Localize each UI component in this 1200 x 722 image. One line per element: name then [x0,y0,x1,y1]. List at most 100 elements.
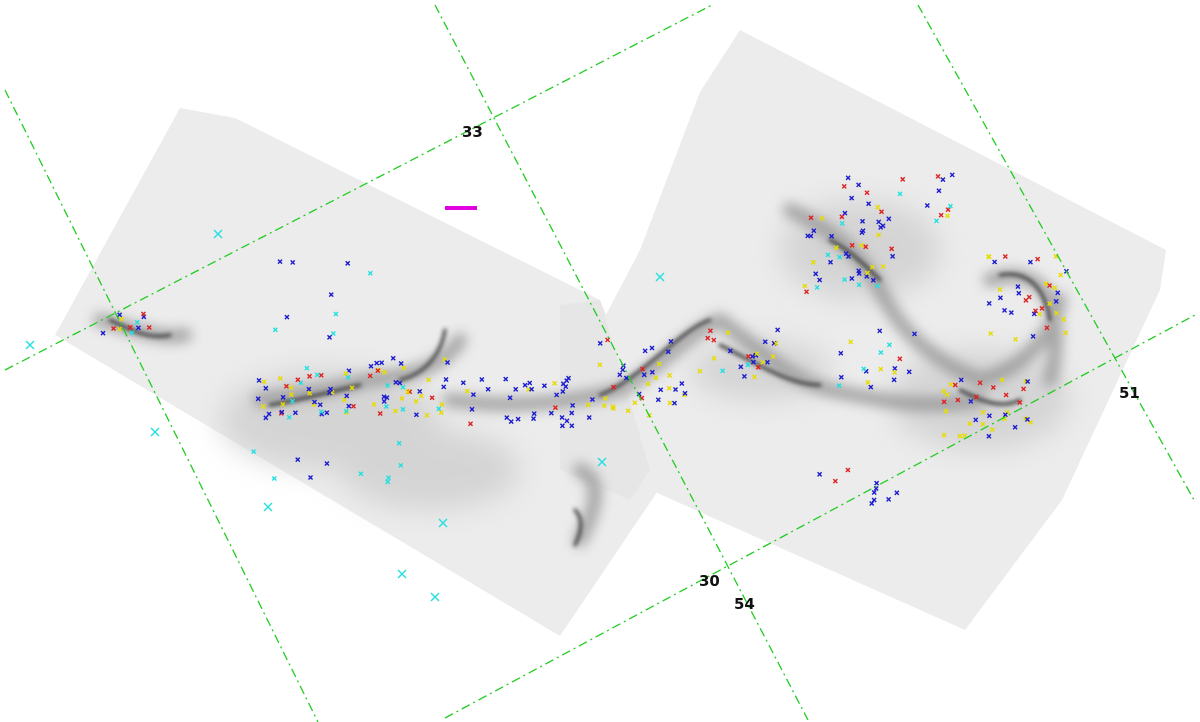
source-marker [986,413,992,419]
source-marker [358,471,364,477]
source-marker [307,373,313,379]
source-marker [1053,298,1059,304]
source-marker [393,379,399,385]
source-marker [288,392,294,398]
source-marker [817,471,823,477]
source-marker [429,395,435,401]
source-marker [327,334,333,340]
source-marker [935,173,941,179]
source-marker [350,403,356,409]
source-marker [625,408,631,414]
source-marker [948,382,954,388]
source-marker [345,260,351,266]
source-marker [641,372,647,378]
image-tile [598,30,1166,630]
source-marker [720,368,726,374]
source-marker [886,216,892,222]
source-marker [507,395,513,401]
source-marker [140,311,146,317]
source-marker [764,359,770,365]
coordinate-label: 51 [1119,384,1140,402]
source-marker [255,396,261,402]
source-marker [945,207,951,213]
source-marker [569,423,575,429]
source-marker [398,361,404,367]
source-marker [745,353,751,359]
source-marker [754,351,760,357]
source-marker [563,384,569,390]
source-marker [343,408,349,414]
source-marker [989,427,995,433]
source-marker [529,386,535,392]
source-marker [438,518,448,528]
source-marker [838,350,844,356]
source-marker [749,353,755,359]
source-marker [1055,290,1061,296]
source-marker [1002,254,1008,260]
source-marker [392,408,398,414]
source-marker [286,414,292,420]
source-marker [569,410,575,416]
source-marker [441,384,447,390]
source-marker [266,411,272,417]
source-marker [997,287,1003,293]
source-marker [838,374,844,380]
source-marker [868,384,874,390]
source-marker [382,369,388,375]
source-marker [656,361,662,367]
source-marker [649,369,655,375]
source-marker [980,421,986,427]
source-marker [655,272,665,282]
source-marker [968,398,974,404]
source-marker [263,415,269,421]
source-marker [405,389,411,395]
source-marker [836,383,842,389]
source-marker [990,385,996,391]
source-marker [330,331,336,337]
source-marker [515,416,521,422]
source-marker [289,398,295,404]
source-marker [873,486,879,492]
source-marker [632,400,638,406]
source-marker [875,204,881,210]
source-marker [1052,285,1058,291]
source-marker [396,440,402,446]
source-marker [871,497,877,503]
source-marker [146,325,152,331]
source-marker [808,215,814,221]
source-marker [424,412,430,418]
grid-line [434,4,809,721]
source-marker [924,203,930,209]
source-marker [997,295,1003,301]
source-marker [870,277,876,283]
source-marker [869,501,875,507]
source-marker [256,377,262,383]
source-marker [1003,392,1009,398]
source-marker [955,397,961,403]
source-marker [384,395,390,401]
source-marker [374,360,380,366]
source-marker [271,476,277,482]
scale-bar [445,206,477,210]
source-marker [552,405,558,411]
source-marker [1002,412,1008,418]
coordinate-grid [4,4,1196,722]
source-marker [999,377,1005,383]
source-marker [127,324,133,330]
source-marker [251,449,257,455]
source-marker [869,264,875,270]
source-marker [1030,333,1036,339]
source-marker [645,381,651,387]
source-marker [745,362,751,368]
source-marker [941,388,947,394]
source-marker [725,330,731,336]
source-marker [292,410,298,416]
source-marker [947,203,953,209]
source-marker [825,252,831,258]
source-marker [665,349,671,355]
source-marker [318,409,324,415]
source-marker [135,325,141,331]
source-marker [741,373,747,379]
source-marker [324,410,330,416]
source-marker [263,385,269,391]
